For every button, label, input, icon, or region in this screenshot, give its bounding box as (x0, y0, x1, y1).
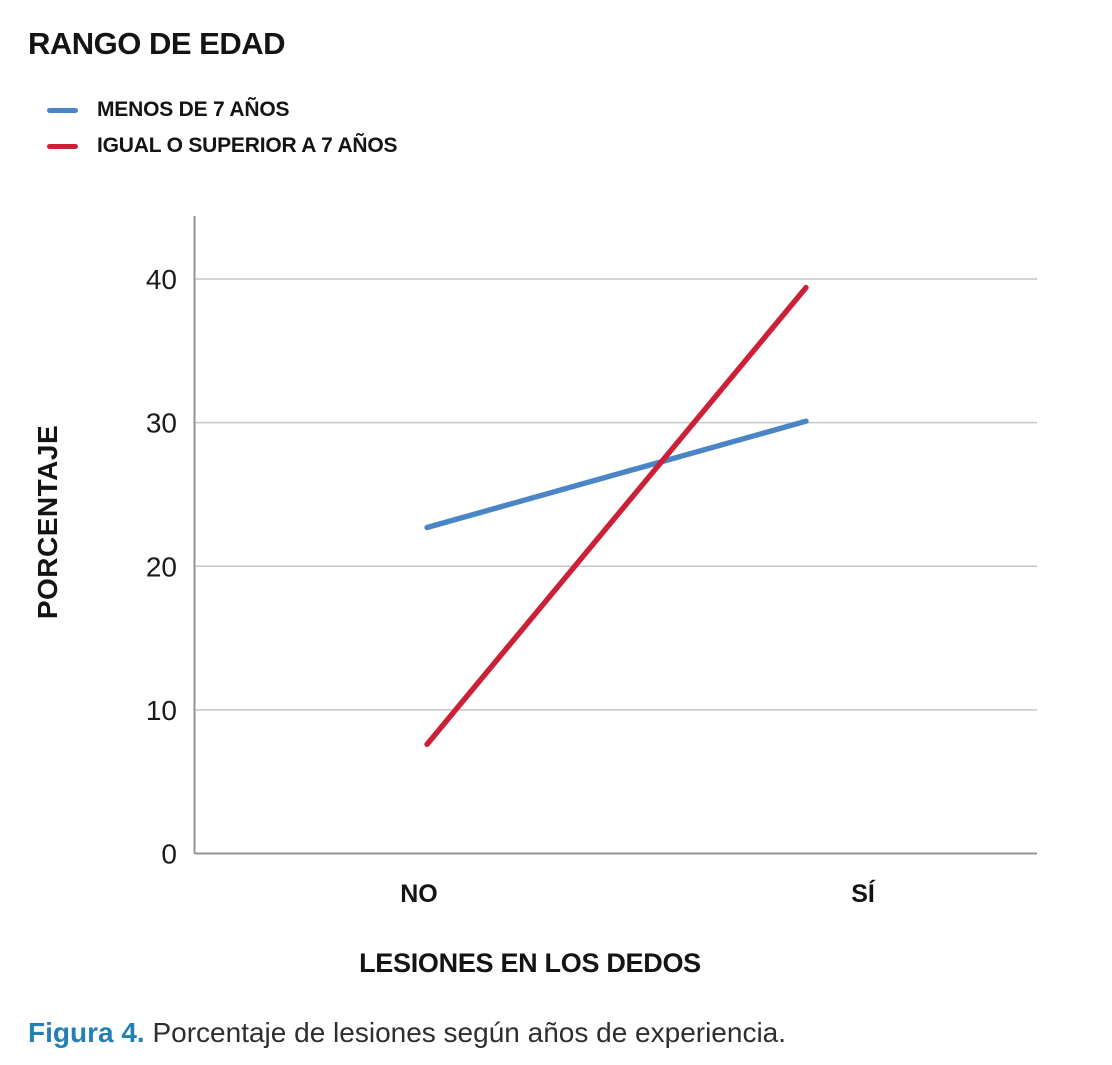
legend-line-swatch (47, 107, 78, 113)
y-tick-label-30: 30 (146, 408, 177, 439)
legend-label: MENOS DE 7 AÑOS (97, 98, 290, 121)
legend-label: IGUAL O SUPERIOR A 7 AÑOS (97, 134, 398, 157)
series-line-1 (424, 284, 809, 748)
y-tick-label-40: 40 (146, 264, 177, 295)
legend-item: IGUAL O SUPERIOR A 7 AÑOS (47, 128, 398, 164)
x-category-label-no: NO (400, 880, 438, 908)
x-axis-title: LESIONES EN LOS DEDOS (359, 948, 701, 978)
y-tick-label-0: 0 (161, 839, 177, 870)
legend-title: RANGO DE EDAD (28, 26, 286, 61)
series-line-0 (424, 418, 809, 531)
y-tick-label-20: 20 (146, 551, 177, 582)
y-axis-title: PORCENTAJE (32, 424, 63, 620)
x-category-label-si: SÍ (851, 879, 876, 908)
legend-item: MENOS DE 7 AÑOS (47, 92, 397, 128)
figure-caption: Figura 4. Porcentaje de lesiones según a… (28, 1017, 786, 1049)
figure-caption-text: Porcentaje de lesiones según años de exp… (152, 1017, 787, 1048)
chart-legend: MENOS DE 7 AÑOS IGUAL O SUPERIOR A 7 AÑOS (47, 92, 398, 164)
legend-line-swatch (47, 143, 78, 149)
y-tick-label-10: 10 (146, 695, 177, 726)
figure-caption-label: Figura 4. (28, 1017, 145, 1048)
